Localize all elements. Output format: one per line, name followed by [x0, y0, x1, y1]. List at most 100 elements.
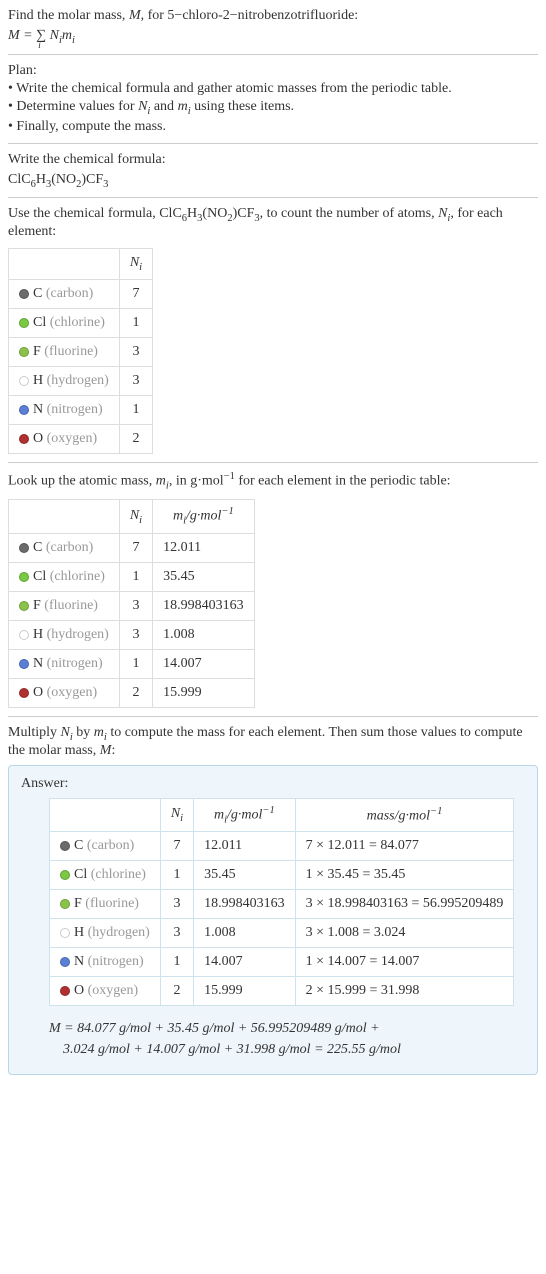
- table-row: H (hydrogen)31.008: [9, 620, 255, 649]
- element-cell: H (hydrogen): [9, 620, 120, 649]
- element-dot-icon: [60, 957, 70, 967]
- element-name: (nitrogen): [88, 954, 144, 969]
- mi-cell: 35.45: [153, 562, 255, 591]
- table-row: C (carbon)712.0117 × 12.011 = 84.077: [50, 832, 514, 861]
- table-header-row: Ni mi/g·mol−1: [9, 500, 255, 533]
- element-dot-icon: [19, 630, 29, 640]
- element-cell: Cl (chlorine): [9, 308, 120, 337]
- element-dot-icon: [19, 405, 29, 415]
- element-symbol: Cl: [74, 867, 87, 882]
- step3-text: Look up the atomic mass, mi, in g·mol−1 …: [8, 471, 538, 491]
- th-ni: Ni: [119, 500, 152, 533]
- element-dot-icon: [60, 841, 70, 851]
- element-cell: H (hydrogen): [50, 919, 161, 948]
- mi-cell: 35.45: [194, 861, 296, 890]
- element-cell: C (carbon): [9, 533, 120, 562]
- table-header-row: Ni: [9, 249, 153, 280]
- mi-cell: 14.007: [194, 948, 296, 977]
- ni-cell: 1: [160, 861, 193, 890]
- plan-section: Plan: • Write the chemical formula and g…: [8, 63, 538, 135]
- final-line2: 3.024 g/mol + 14.007 g/mol + 31.998 g/mo…: [63, 1039, 525, 1060]
- element-symbol: C: [33, 286, 42, 301]
- table-row: H (hydrogen)3: [9, 366, 153, 395]
- element-dot-icon: [19, 543, 29, 553]
- mass-cell: 3 × 18.998403163 = 56.995209489: [295, 890, 514, 919]
- element-cell: O (oxygen): [9, 678, 120, 707]
- step2-text: Use the chemical formula, ClC6H3(NO2)CF3…: [8, 206, 538, 240]
- divider: [8, 197, 538, 198]
- th-blank: [50, 798, 161, 831]
- atomic-mass-table: Ni mi/g·mol−1 C (carbon)712.011Cl (chlor…: [8, 499, 255, 707]
- element-cell: C (carbon): [50, 832, 161, 861]
- element-symbol: N: [33, 656, 43, 671]
- element-dot-icon: [19, 289, 29, 299]
- element-symbol: N: [33, 402, 43, 417]
- plan-item: • Determine values for Ni and mi using t…: [8, 99, 538, 117]
- step1-section: Write the chemical formula: ClC6H3(NO2)C…: [8, 152, 538, 190]
- element-cell: C (carbon): [9, 279, 120, 308]
- mass-cell: 7 × 12.011 = 84.077: [295, 832, 514, 861]
- step2-section: Use the chemical formula, ClC6H3(NO2)CF3…: [8, 206, 538, 454]
- plan-heading: Plan:: [8, 63, 538, 79]
- intro-line: Find the molar mass, M, for 5−chloro-2−n…: [8, 8, 538, 24]
- ni-cell: 1: [119, 649, 152, 678]
- mi-cell: 14.007: [153, 649, 255, 678]
- table-row: Cl (chlorine)1: [9, 308, 153, 337]
- element-name: (oxygen): [47, 685, 98, 700]
- th-mi: mi/g·mol−1: [194, 798, 296, 831]
- element-name: (chlorine): [91, 867, 146, 882]
- ni-cell: 3: [160, 890, 193, 919]
- mass-cell: 1 × 14.007 = 14.007: [295, 948, 514, 977]
- element-name: (hydrogen): [88, 925, 150, 940]
- table-row: F (fluorine)318.9984031633 × 18.99840316…: [50, 890, 514, 919]
- table-row: O (oxygen)215.999: [9, 678, 255, 707]
- element-dot-icon: [60, 899, 70, 909]
- element-symbol: N: [74, 954, 84, 969]
- element-name: (carbon): [46, 540, 93, 555]
- table-header-row: Ni mi/g·mol−1 mass/g·mol−1: [50, 798, 514, 831]
- mass-cell: 2 × 15.999 = 31.998: [295, 977, 514, 1006]
- intro-M: M: [129, 8, 141, 23]
- ni-cell: 3: [160, 919, 193, 948]
- mi-cell: 12.011: [194, 832, 296, 861]
- element-name: (oxygen): [88, 983, 139, 998]
- element-dot-icon: [19, 434, 29, 444]
- th-mass: mass/g·mol−1: [295, 798, 514, 831]
- mi-cell: 1.008: [194, 919, 296, 948]
- mi-cell: 15.999: [153, 678, 255, 707]
- element-dot-icon: [19, 376, 29, 386]
- element-cell: F (fluorine): [9, 591, 120, 620]
- table-row: N (nitrogen)114.0071 × 14.007 = 14.007: [50, 948, 514, 977]
- element-dot-icon: [19, 572, 29, 582]
- chem-formula: ClC6H3(NO2)CF3: [8, 172, 538, 190]
- element-name: (oxygen): [47, 431, 98, 446]
- ni-cell: 3: [119, 366, 152, 395]
- element-cell: O (oxygen): [9, 424, 120, 453]
- element-name: (carbon): [87, 838, 134, 853]
- element-cell: O (oxygen): [50, 977, 161, 1006]
- ni-cell: 3: [119, 620, 152, 649]
- element-symbol: Cl: [33, 315, 46, 330]
- table-row: F (fluorine)3: [9, 337, 153, 366]
- element-symbol: H: [74, 925, 84, 940]
- element-dot-icon: [19, 659, 29, 669]
- intro-text-a: Find the molar mass,: [8, 8, 129, 23]
- element-symbol: O: [74, 983, 84, 998]
- element-cell: F (fluorine): [9, 337, 120, 366]
- divider: [8, 716, 538, 717]
- table-row: O (oxygen)215.9992 × 15.999 = 31.998: [50, 977, 514, 1006]
- divider: [8, 143, 538, 144]
- th-blank: [9, 249, 120, 280]
- element-name: (chlorine): [50, 315, 105, 330]
- element-symbol: F: [33, 598, 41, 613]
- mi-cell: 18.998403163: [153, 591, 255, 620]
- th-ni: Ni: [160, 798, 193, 831]
- element-cell: Cl (chlorine): [9, 562, 120, 591]
- mi-cell: 18.998403163: [194, 890, 296, 919]
- table-row: H (hydrogen)31.0083 × 1.008 = 3.024: [50, 919, 514, 948]
- ni-cell: 7: [160, 832, 193, 861]
- final-equation: M = 84.077 g/mol + 35.45 g/mol + 56.9952…: [49, 1018, 525, 1060]
- element-name: (fluorine): [44, 344, 98, 359]
- element-dot-icon: [60, 986, 70, 996]
- molar-mass-formula: M = ∑i Nimi: [8, 28, 538, 46]
